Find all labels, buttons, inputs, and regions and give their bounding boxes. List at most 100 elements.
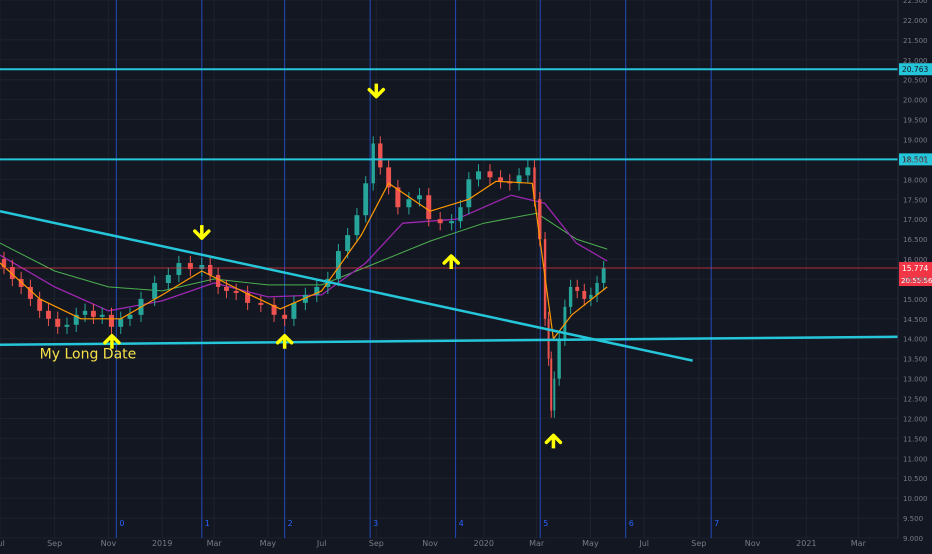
ma-fast-line [0, 180, 608, 340]
arrow-up-icon [544, 433, 563, 449]
candle-body [233, 290, 239, 293]
y-tick-label: 18.500 [903, 156, 928, 164]
x-tick-label: Sep [691, 539, 706, 548]
y-tick-label: 17.000 [903, 216, 928, 224]
candle-body [73, 314, 79, 325]
y-tick-label: 17.500 [903, 196, 928, 204]
y-tick-label: 12.500 [903, 396, 928, 404]
candle-body [557, 338, 561, 379]
y-tick-label: 21.000 [903, 57, 928, 65]
candle-body [487, 171, 493, 178]
y-tick-label: 11.500 [903, 435, 928, 443]
candle-body [568, 286, 573, 307]
x-tick-label: Mar [851, 539, 867, 548]
candle-body [127, 314, 133, 319]
y-tick-label: 11.000 [903, 455, 928, 463]
y-tick-label: 15.500 [903, 276, 928, 284]
arrow-head [275, 333, 294, 345]
candle-body [199, 265, 205, 269]
x-tick-label: Nov [422, 539, 438, 548]
candle-body [378, 143, 383, 168]
x-tick-label: Jul [638, 539, 649, 548]
drawings: 20.763 18.501 15.774 20:55:56 My Long Date [0, 63, 932, 449]
candle-body [550, 358, 553, 411]
y-tick-label: 9.500 [903, 515, 923, 523]
cycle-label: 2 [288, 519, 293, 528]
descending-trendline [0, 209, 693, 362]
cycle-label: 6 [629, 519, 634, 528]
candle-body [426, 195, 432, 220]
candle-body [27, 286, 33, 299]
candle-body [207, 265, 213, 275]
current-price-label: 15.774 [902, 264, 928, 273]
cycle-label: 3 [373, 519, 378, 528]
x-tick-label: Mar [529, 539, 545, 548]
candle-body [498, 177, 503, 182]
y-tick-label: 10.000 [903, 495, 928, 503]
candle-body [476, 171, 482, 180]
y-tick-label: 13.000 [903, 376, 928, 384]
candle-body [37, 298, 43, 311]
candle-body [314, 286, 320, 295]
candle-body [437, 219, 443, 224]
candle-body [282, 314, 288, 319]
candle-body [371, 143, 375, 184]
y-tick-label: 21.500 [903, 37, 928, 45]
arrow-head [193, 229, 211, 240]
x-axis: Jul Sep Nov 2019 Mar May Jul Sep Nov 2020 Mar May Ju… [0, 539, 867, 548]
candle-body [9, 267, 15, 279]
plot-area [0, 136, 608, 418]
price-level-label: 18.501 [902, 155, 928, 164]
arrow-head [442, 254, 460, 265]
y-tick-label: 13.500 [903, 356, 928, 364]
candle-body [118, 318, 124, 327]
x-tick-label: Sep [369, 539, 384, 548]
candle-body [108, 314, 114, 327]
price-level-tag [899, 63, 932, 76]
arrow-down-icon [193, 225, 211, 240]
x-tick-label: Nov [101, 539, 117, 548]
candle-body [458, 207, 463, 222]
y-tick-label: 18.000 [903, 176, 928, 184]
candle-body [466, 179, 472, 208]
y-tick-label: 20.500 [903, 77, 928, 85]
candle-body [563, 306, 567, 339]
candle-body [224, 286, 229, 291]
x-tick-label: Mar [207, 539, 223, 548]
candle-body [582, 290, 587, 299]
arrow-head [544, 433, 563, 445]
candle-body [345, 235, 351, 252]
candle-body [99, 314, 105, 317]
y-tick-label: 16.000 [903, 256, 928, 264]
y-tick-label: 9.000 [903, 535, 923, 543]
candle-body [538, 199, 542, 240]
x-tick-label: 2021 [796, 539, 816, 548]
arrow-up-icon [103, 333, 121, 349]
candle-body [525, 167, 531, 176]
arrow-up-icon [275, 333, 294, 349]
candle-body [335, 251, 341, 279]
candle-body [595, 282, 599, 295]
y-tick-label: 14.000 [903, 336, 928, 344]
candle-body [55, 318, 61, 327]
price-level-tag [899, 153, 932, 166]
y-tick-label: 22.500 [903, 0, 928, 5]
candle-body [386, 167, 392, 188]
candle-body [449, 221, 455, 224]
y-tick-label: 15.000 [903, 296, 928, 304]
candle-body [90, 310, 96, 317]
y-tick-label: 16.500 [903, 236, 928, 244]
candle-body [363, 183, 369, 216]
x-tick-label: 2020 [474, 539, 494, 548]
y-tick-label: 19.500 [903, 117, 928, 125]
price-level-label: 20.763 [902, 65, 928, 74]
cycle-label: 1 [205, 519, 210, 528]
support-line [0, 335, 899, 346]
arrow-up-icon [442, 254, 460, 270]
candle-body [215, 274, 221, 287]
cycle-label: 0 [119, 519, 124, 528]
y-tick-label: 22.000 [903, 17, 928, 25]
